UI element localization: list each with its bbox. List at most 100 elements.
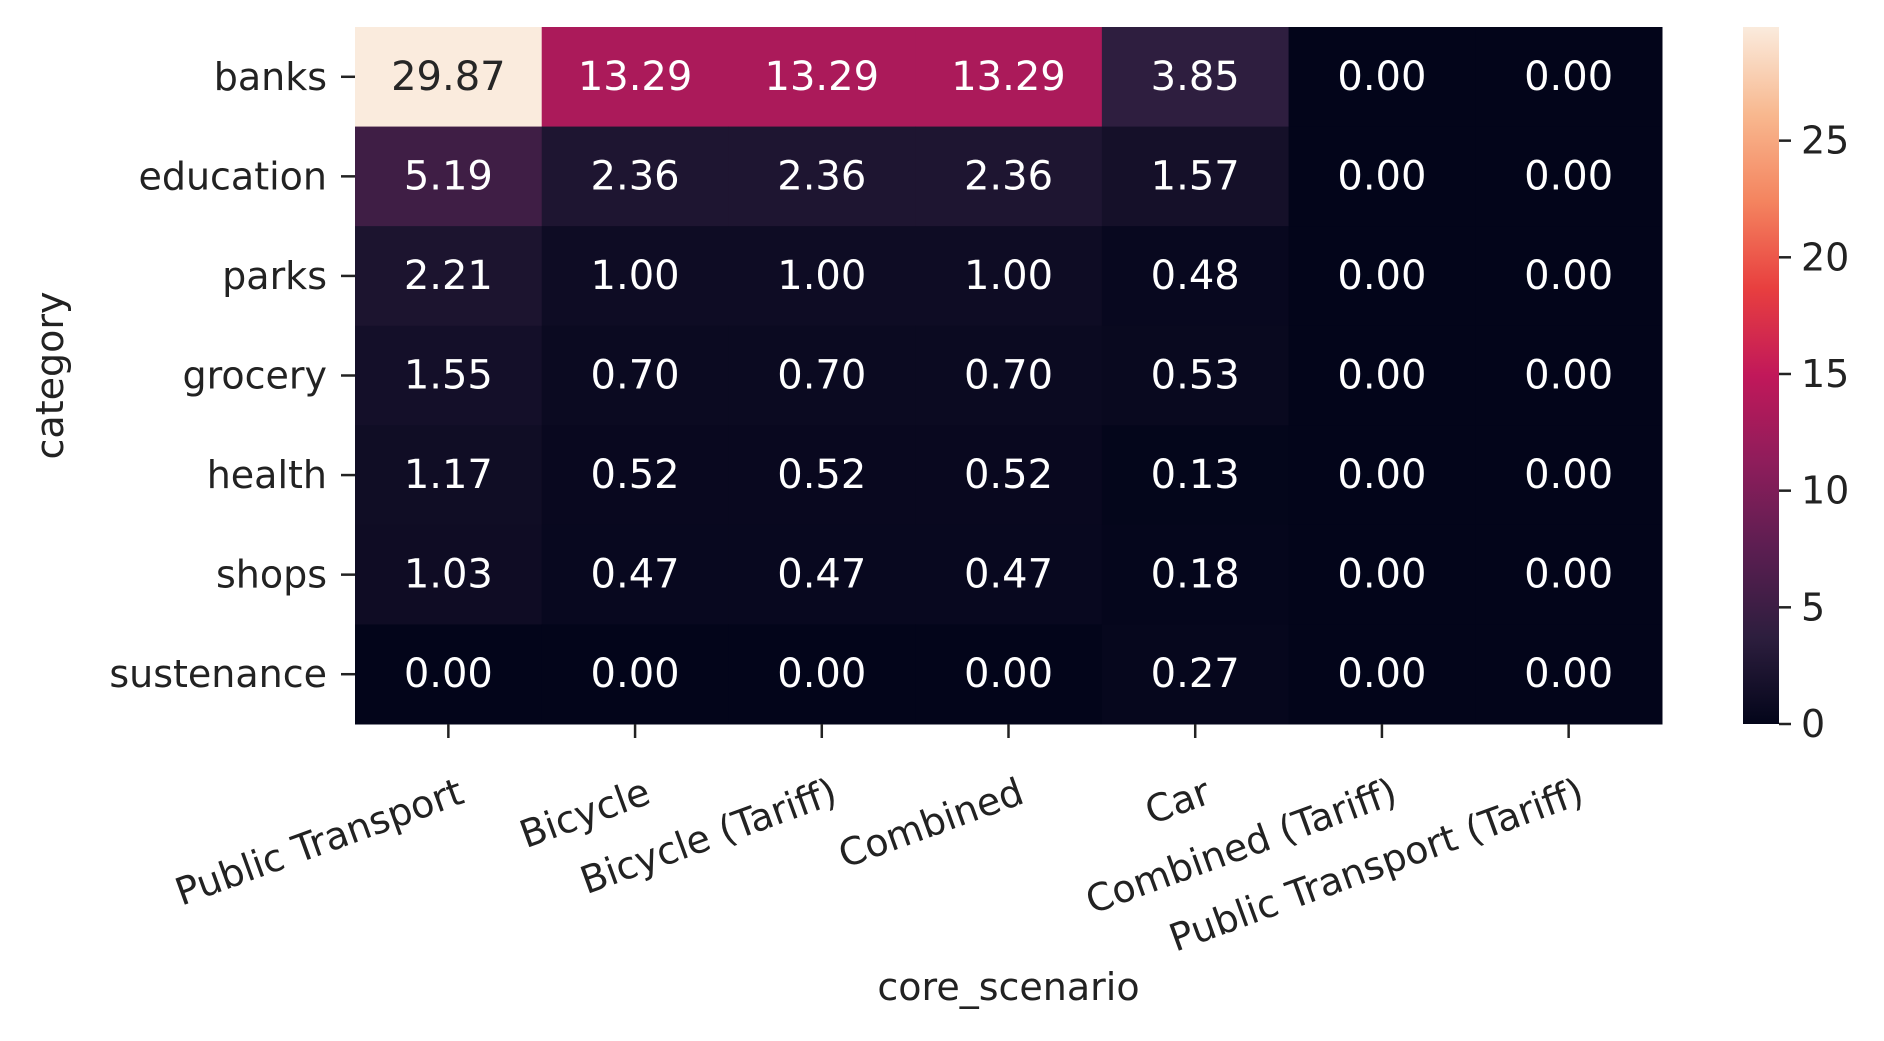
- cell-value-label: 0.48: [1151, 253, 1240, 299]
- cell-value-label: 0.00: [1524, 353, 1613, 399]
- cell-value-label: 2.36: [591, 153, 680, 199]
- cell-value-label: 0.00: [1337, 54, 1426, 100]
- colorbar: [1743, 27, 1779, 724]
- heatmap-cell: [728, 27, 916, 128]
- cell-value-label: 1.03: [404, 552, 493, 598]
- y-tick-label: shops: [216, 553, 327, 597]
- heatmap-cell: [728, 126, 916, 227]
- cell-value-label: 0.47: [777, 552, 866, 598]
- cell-value-label: 2.21: [404, 253, 493, 299]
- colorbar-tick-label: 25: [1801, 119, 1849, 163]
- cell-value-label: 0.70: [964, 353, 1053, 399]
- cell-value-label: 3.85: [1151, 54, 1240, 100]
- x-tick-label: Car: [1139, 769, 1216, 833]
- cell-value-label: 0.00: [1337, 253, 1426, 299]
- colorbar-tick-label: 5: [1801, 585, 1825, 629]
- cell-value-label: 2.36: [964, 153, 1053, 199]
- y-tick-label: grocery: [182, 354, 327, 398]
- heatmap-cell: [1475, 27, 1663, 128]
- colorbar-tick-label: 10: [1801, 469, 1849, 513]
- cell-value-label: 0.47: [964, 552, 1053, 598]
- heatmap-cell: [355, 425, 543, 526]
- heatmap-cell: [355, 27, 543, 128]
- heatmap-cell: [1475, 226, 1663, 327]
- heatmap-cell: [1101, 524, 1290, 625]
- heatmap-cell: [1288, 624, 1476, 725]
- heatmap-cell: [728, 226, 916, 327]
- cell-value-label: 0.00: [591, 651, 680, 697]
- heatmap-cell-labels: 29.87 13.29 13.29 13.29 3.85 0.00 0.00 5.19 2.36…: [391, 54, 1613, 697]
- cell-value-label: 0.70: [591, 353, 680, 399]
- colorbar-tick-label: 15: [1801, 352, 1849, 396]
- cell-value-label: 0.00: [777, 651, 866, 697]
- heatmap-cell: [1288, 226, 1476, 327]
- heatmap-cell: [1101, 126, 1290, 227]
- heatmap-cell: [1288, 325, 1476, 426]
- heatmap-cell: [541, 27, 729, 128]
- cell-value-label: 29.87: [391, 54, 506, 100]
- y-tick-label: parks: [222, 254, 327, 298]
- heatmap-cell: [541, 325, 729, 426]
- heatmap-cell: [1288, 524, 1476, 625]
- y-tick-label: health: [207, 453, 327, 497]
- colorbar-tick-label: 0: [1801, 702, 1825, 746]
- cell-value-label: 0.70: [777, 353, 866, 399]
- heatmap-cell: [915, 425, 1103, 526]
- y-tick-label: banks: [214, 55, 327, 99]
- cell-value-label: 0.52: [777, 452, 866, 498]
- cell-value-label: 0.27: [1151, 651, 1240, 697]
- cell-value-label: 5.19: [404, 153, 493, 199]
- heatmap-cell: [541, 524, 729, 625]
- cell-value-label: 0.00: [964, 651, 1053, 697]
- heatmap-cell: [541, 624, 729, 725]
- heatmap-cell: [355, 226, 543, 327]
- heatmap-cells: [355, 27, 1663, 725]
- heatmap-cell: [1288, 425, 1476, 526]
- cell-value-label: 0.00: [1337, 651, 1426, 697]
- heatmap-cell: [1101, 27, 1290, 128]
- heatmap-cell: [1475, 624, 1663, 725]
- heatmap-cell: [355, 126, 543, 227]
- y-axis: banks education parks grocery health shops sus…: [109, 55, 355, 696]
- cell-value-label: 0.52: [591, 452, 680, 498]
- heatmap-cell: [355, 524, 543, 625]
- heatmap-cell: [1101, 425, 1290, 526]
- heatmap-cell: [1101, 624, 1290, 725]
- x-tick-label: Public Transport: [169, 769, 469, 914]
- heatmap-cell: [1475, 126, 1663, 227]
- cell-value-label: 1.55: [404, 353, 493, 399]
- heatmap-cell: [915, 226, 1103, 327]
- cell-value-label: 2.36: [777, 153, 866, 199]
- cell-value-label: 13.29: [765, 54, 880, 100]
- cell-value-label: 1.00: [964, 253, 1053, 299]
- cell-value-label: 0.00: [1337, 153, 1426, 199]
- heatmap-cell: [541, 126, 729, 227]
- cell-value-label: 1.00: [777, 253, 866, 299]
- x-tick-label: Combined: [833, 769, 1029, 876]
- heatmap-cell: [1475, 425, 1663, 526]
- y-axis-title: category: [28, 292, 72, 460]
- heatmap-cell: [1288, 27, 1476, 128]
- cell-value-label: 0.00: [1524, 552, 1613, 598]
- cell-value-label: 0.00: [1337, 353, 1426, 399]
- cell-value-label: 0.00: [1524, 651, 1613, 697]
- heatmap-cell: [728, 624, 916, 725]
- cell-value-label: 0.00: [1524, 253, 1613, 299]
- cell-value-label: 13.29: [578, 54, 693, 100]
- y-tick-label: education: [138, 154, 327, 198]
- heatmap-cell: [728, 325, 916, 426]
- heatmap-cell: [728, 524, 916, 625]
- heatmap-cell: [541, 425, 729, 526]
- heatmap-cell: [355, 325, 543, 426]
- colorbar-tick-label: 20: [1801, 235, 1849, 279]
- heatmap-cell: [915, 27, 1103, 128]
- cell-value-label: 0.18: [1151, 552, 1240, 598]
- cell-value-label: 0.00: [1524, 54, 1613, 100]
- cell-value-label: 0.00: [1337, 552, 1426, 598]
- cell-value-label: 1.00: [591, 253, 680, 299]
- cell-value-label: 13.29: [951, 54, 1066, 100]
- heatmap-cell: [1101, 226, 1290, 327]
